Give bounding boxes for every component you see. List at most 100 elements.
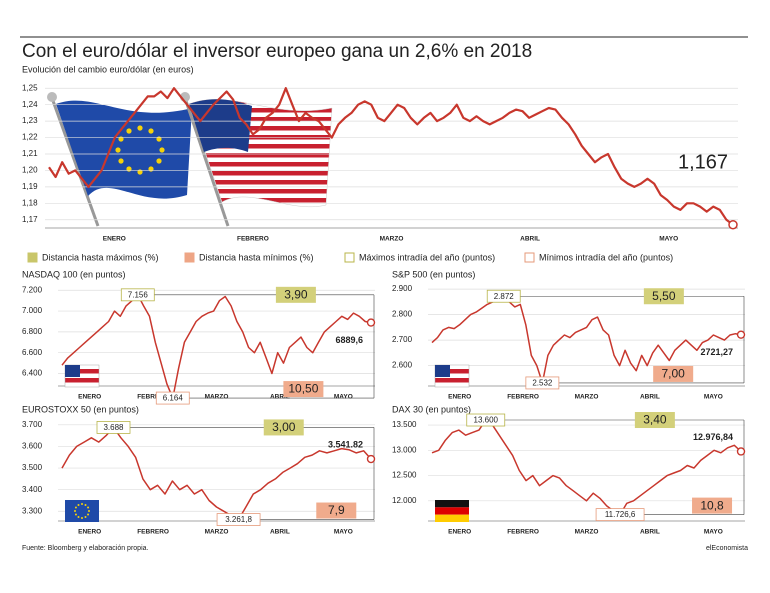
x-tick-label: ENERO <box>448 529 471 536</box>
legend-swatch <box>27 252 38 263</box>
data-line <box>48 87 734 226</box>
x-tick-label: ABRIL <box>520 236 540 243</box>
flag-band <box>435 500 469 508</box>
eu-flag <box>47 92 192 227</box>
x-tick-label: MAYO <box>659 236 678 243</box>
dist-min-box <box>692 497 733 514</box>
y-tick-label: 2.700 <box>392 335 413 344</box>
y-tick-label: 2.600 <box>392 361 413 370</box>
legend-label: Máximos intradía del año (puntos) <box>359 252 495 262</box>
x-tick-label: MAYO <box>334 529 353 536</box>
dist-max-box <box>263 419 304 436</box>
y-tick-label: 3.300 <box>22 506 43 515</box>
y-tick-label: 7.000 <box>22 306 43 315</box>
end-label: 2721,27 <box>700 347 733 357</box>
data-label: 6.164 <box>163 394 184 403</box>
chart-title: EUROSTOXX 50 (en puntos) <box>22 404 139 414</box>
data-label: 2.532 <box>532 379 553 388</box>
x-tick-label: FEBRERO <box>507 394 539 401</box>
x-tick-label: ABRIL <box>270 529 290 536</box>
x-tick-label: ABRIL <box>640 394 660 401</box>
x-tick-label: MARZO <box>205 394 229 401</box>
x-tick-label: FEBRERO <box>137 529 169 536</box>
x-tick-label: MARZO <box>575 529 599 536</box>
label-box <box>155 391 190 405</box>
y-tick-label: 1,21 <box>22 149 38 158</box>
flag-star <box>77 516 80 519</box>
dist-max-box <box>634 412 675 429</box>
dist-max-box <box>643 288 684 305</box>
x-tick-label: ENERO <box>78 394 101 401</box>
source: Fuente: Bloomberg y elaboración propia. <box>22 545 149 552</box>
flag-star <box>81 503 83 505</box>
y-tick-label: 1,17 <box>22 215 38 224</box>
legend-swatch <box>524 252 535 263</box>
y-tick-label: 1,24 <box>22 100 38 109</box>
y-tick-label: 1,22 <box>22 133 38 142</box>
x-tick-label: FEBRERO <box>137 394 169 401</box>
dist-max-label: 3,40 <box>643 413 667 427</box>
flag-canton <box>435 365 450 377</box>
legend-label: Mínimos intradía del año (puntos) <box>539 252 673 262</box>
y-tick-label: 1,20 <box>22 166 38 175</box>
flag-star <box>87 513 90 516</box>
chart-title: NASDAQ 100 (en puntos) <box>22 269 126 279</box>
label-box <box>216 513 261 526</box>
legend-swatch <box>184 252 195 263</box>
x-tick-label: MAYO <box>704 529 723 536</box>
x-tick-label: ABRIL <box>640 529 660 536</box>
flag-star <box>84 503 87 506</box>
y-tick-label: 1,18 <box>22 198 38 207</box>
brand: elEconomista <box>706 545 748 552</box>
end-marker <box>736 330 746 339</box>
end-marker <box>736 447 746 456</box>
flag-star <box>87 506 90 509</box>
data-label: 3.261,8 <box>225 515 252 524</box>
label-box <box>525 376 560 390</box>
y-tick-label: 13.500 <box>392 420 417 429</box>
end-label: 12.976,84 <box>693 432 733 442</box>
x-tick-label: ENERO <box>448 394 471 401</box>
y-tick-label: 2.800 <box>392 310 413 319</box>
x-tick-label: FEBRERO <box>237 236 269 243</box>
y-tick-label: 2.900 <box>392 284 413 293</box>
end-marker <box>366 318 376 327</box>
y-tick-label: 3.700 <box>22 420 43 429</box>
legend-swatch <box>344 252 355 263</box>
flag-star <box>88 510 90 512</box>
y-tick-label: 12.500 <box>392 471 417 480</box>
y-tick-label: 6.800 <box>22 327 43 336</box>
dist-max-label: 3,00 <box>272 420 296 434</box>
y-tick-label: 6.400 <box>22 369 43 378</box>
chart-title: Evolución del cambio euro/dólar (en euro… <box>22 64 194 74</box>
flag-canton <box>65 365 80 377</box>
data-label: 13.600 <box>474 416 499 425</box>
page-title: Con el euro/dólar el inversor europeo ga… <box>22 41 532 62</box>
data-label: 7.156 <box>128 290 149 299</box>
flag-star <box>74 513 77 516</box>
y-tick-label: 6.600 <box>22 348 43 357</box>
x-tick-label: MARZO <box>380 236 404 243</box>
flag-star <box>77 503 80 506</box>
flag-star <box>74 510 76 512</box>
dist-max-label: 3,90 <box>284 287 308 301</box>
dist-min-label: 10,8 <box>700 498 724 512</box>
data-label: 11.726,6 <box>605 510 636 519</box>
flag-star <box>81 517 83 519</box>
x-tick-label: MAYO <box>334 394 353 401</box>
data-line <box>431 295 742 384</box>
dist-max-label: 5,50 <box>652 289 676 303</box>
y-tick-label: 12.000 <box>392 496 417 505</box>
x-tick-label: ENERO <box>78 529 101 536</box>
data-label: 3.688 <box>103 423 124 432</box>
flag <box>65 500 99 522</box>
y-tick-label: 3.600 <box>22 442 43 451</box>
x-tick-label: MAYO <box>704 394 723 401</box>
dist-min-box <box>283 381 324 398</box>
us-flag <box>180 92 333 227</box>
end-marker <box>366 454 376 464</box>
legend-label: Distancia hasta mínimos (%) <box>199 252 314 262</box>
y-tick-label: 1,25 <box>22 83 38 92</box>
end-marker <box>728 219 738 230</box>
x-tick-label: MARZO <box>575 394 599 401</box>
